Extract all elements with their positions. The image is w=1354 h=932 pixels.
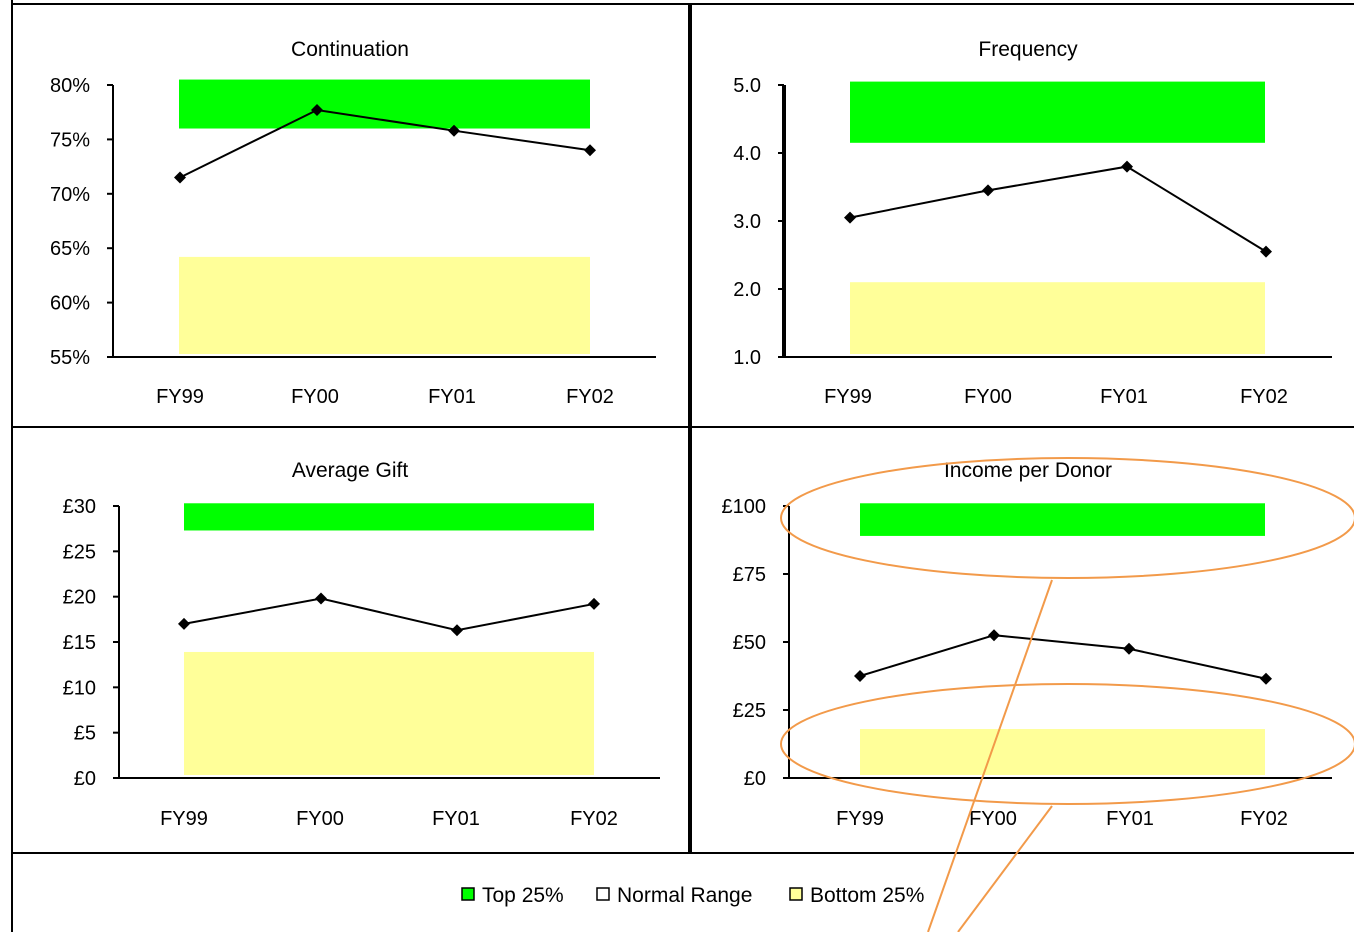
- series-line: [179, 108, 591, 179]
- chart-title: Income per Donor: [944, 459, 1112, 482]
- data-point: [588, 597, 600, 610]
- data-point: [311, 104, 323, 117]
- y-tick-label: £25: [733, 700, 766, 722]
- callout-annotation: [780, 457, 1354, 932]
- top-25-band: [860, 503, 1265, 536]
- frequency-chart: Frequency 1.0 2.0 3.0 4.0 5.0 FY99 FY00 FY01 FY02: [733, 38, 1332, 408]
- series-line: [859, 634, 1267, 680]
- legend: Top 25% Normal Range Bottom 25%: [461, 884, 924, 907]
- y-tick-label: £30: [63, 496, 96, 518]
- data-point: [584, 144, 596, 157]
- x-tick-label: FY00: [969, 808, 1017, 830]
- data-point: [451, 624, 463, 637]
- legend-swatch: [789, 887, 803, 901]
- series-line: [183, 597, 595, 632]
- y-tick-label: 55%: [50, 347, 90, 369]
- bottom-25-band: [184, 651, 594, 775]
- y-tick-label: 5.0: [733, 75, 761, 97]
- panel-frame: [11, 0, 1354, 932]
- bottom-25-band: [850, 282, 1265, 354]
- y-tick-label: 60%: [50, 293, 90, 315]
- y-tick-label: £5: [74, 723, 96, 745]
- x-tick-label: FY00: [964, 386, 1012, 408]
- y-tick-label: 65%: [50, 238, 90, 260]
- x-tick-label: FY02: [570, 808, 618, 830]
- data-point: [982, 184, 994, 197]
- data-point: [1260, 672, 1272, 685]
- x-tick-label: FY01: [1106, 808, 1154, 830]
- x-tick-label: FY01: [432, 808, 480, 830]
- x-tick-label: FY01: [1100, 386, 1148, 408]
- y-tick-label: 75%: [50, 129, 90, 151]
- y-tick-label: £15: [63, 632, 96, 654]
- y-tick-label: £10: [63, 677, 96, 699]
- y-tick-label: 3.0: [733, 211, 761, 233]
- data-point: [988, 629, 1000, 642]
- y-tick-label: £20: [63, 587, 96, 609]
- chart-title: Frequency: [978, 38, 1078, 61]
- legend-label: Bottom 25%: [810, 884, 924, 907]
- data-point: [1121, 160, 1133, 173]
- data-point: [178, 617, 190, 630]
- x-tick-label: FY99: [836, 808, 884, 830]
- x-tick-label: FY99: [156, 386, 204, 408]
- top-25-band: [184, 503, 594, 531]
- data-point: [844, 211, 856, 224]
- y-tick-label: 80%: [50, 75, 90, 97]
- income-per-donor-chart: Income per Donor £0 £25 £50 £75 £100 FY99 FY00 F…: [722, 459, 1332, 830]
- x-tick-label: FY02: [566, 386, 614, 408]
- y-tick-label: 2.0: [733, 279, 761, 301]
- series-line: [849, 165, 1267, 253]
- x-tick-label: FY01: [428, 386, 476, 408]
- y-tick-label: £25: [63, 541, 96, 563]
- y-tick-label: 4.0: [733, 143, 761, 165]
- callout-line: [927, 579, 1053, 932]
- callout-ellipse-top: [780, 457, 1354, 579]
- x-tick-label: FY99: [160, 808, 208, 830]
- y-tick-label: 70%: [50, 184, 90, 206]
- x-tick-label: FY02: [1240, 386, 1288, 408]
- data-point: [854, 670, 866, 682]
- chart-title: Continuation: [291, 38, 409, 61]
- x-tick-label: FY99: [824, 386, 872, 408]
- legend-swatch: [596, 887, 610, 901]
- y-tick-label: 1.0: [733, 347, 761, 369]
- callout-line: [957, 805, 1053, 932]
- data-point: [174, 171, 186, 184]
- y-tick-label: £50: [733, 632, 766, 654]
- x-tick-label: FY02: [1240, 808, 1288, 830]
- legend-label: Top 25%: [482, 884, 564, 907]
- x-tick-label: FY00: [296, 808, 344, 830]
- legend-swatch: [461, 887, 475, 901]
- data-point: [1123, 642, 1135, 655]
- y-tick-label: £75: [733, 564, 766, 586]
- y-tick-label: £100: [722, 496, 767, 518]
- y-tick-label: £0: [744, 768, 766, 790]
- continuation-chart: Continuation 55% 60% 65% 70% 75% 80% FY99 FY00 FY…: [50, 38, 656, 408]
- callout-ellipse-bottom: [780, 683, 1354, 805]
- legend-label: Normal Range: [617, 884, 752, 907]
- top-25-band: [850, 81, 1265, 143]
- bottom-25-band: [860, 729, 1265, 775]
- average-gift-chart: Average Gift £0 £5 £10 £15 £20 £25 £30 FY99 FY00 F…: [63, 459, 660, 830]
- data-point: [315, 592, 327, 605]
- chart-title: Average Gift: [292, 459, 409, 482]
- x-tick-label: FY00: [291, 386, 339, 408]
- bottom-25-band: [179, 256, 590, 354]
- y-tick-label: £0: [74, 768, 96, 790]
- data-point: [1260, 245, 1272, 258]
- data-point: [448, 124, 460, 137]
